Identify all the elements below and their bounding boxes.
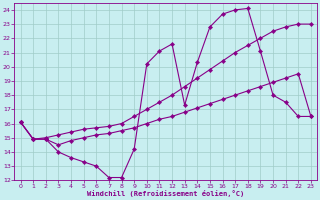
- X-axis label: Windchill (Refroidissement éolien,°C): Windchill (Refroidissement éolien,°C): [87, 190, 244, 197]
